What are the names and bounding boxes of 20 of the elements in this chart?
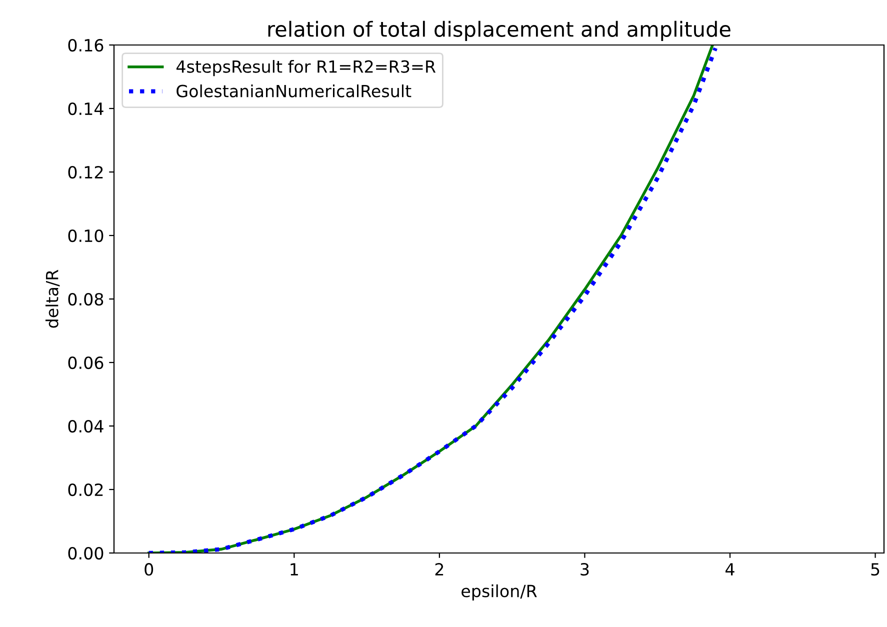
chart-title: relation of total displacement and amplitude (268, 20, 730, 41)
x-tick-label: 2 (435, 563, 444, 576)
x-axis-title: epsilon/R (462, 584, 537, 601)
x-tick-label: 3 (580, 563, 589, 576)
y-tick-label: 0.00 (68, 546, 104, 560)
legend-label: GolestanianNumericalResult (176, 84, 412, 98)
y-tick-label: 0.02 (68, 483, 103, 496)
x-tick-label: 1 (290, 563, 298, 576)
x-tick-label: 4 (726, 563, 734, 576)
legend-label: 4stepsResult for R1=R2=R3=R (176, 60, 436, 76)
y-axis-title: delta/R (45, 270, 60, 328)
x-tick-label: 5 (871, 563, 880, 576)
y-tick-label: 0.08 (68, 292, 104, 306)
x-tick-label: 0 (144, 563, 154, 576)
y-tick-label: 0.06 (68, 356, 104, 370)
y-tick-label: 0.16 (68, 38, 104, 52)
y-tick-label: 0.12 (68, 166, 103, 179)
y-tick-label: 0.10 (68, 229, 104, 242)
y-tick-label: 0.14 (68, 102, 104, 116)
y-tick-label: 0.04 (68, 420, 104, 433)
